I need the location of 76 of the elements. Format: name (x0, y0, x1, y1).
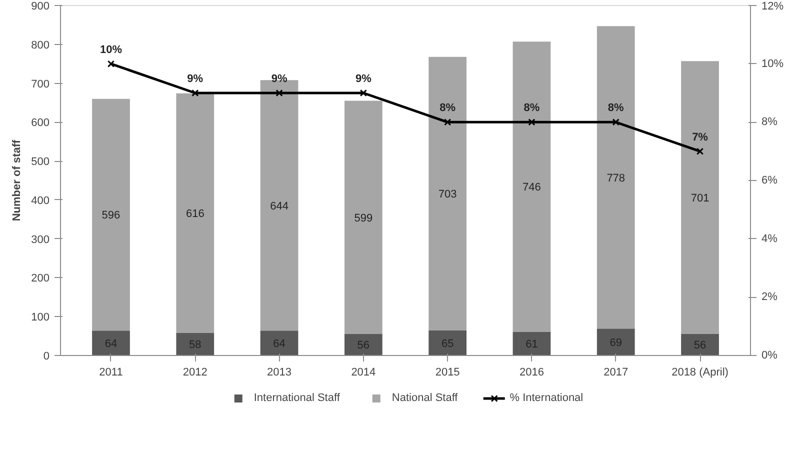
point (444, 118, 452, 126)
data-label: 596 (102, 210, 120, 222)
y-tick-label: 600 (31, 117, 50, 130)
data-label: 599 (354, 212, 373, 224)
x-tick-label: 2014 (351, 366, 376, 378)
data-label: 69 (610, 337, 622, 350)
legend-label: International Staff (254, 392, 340, 404)
bar (176, 332, 214, 356)
bar (681, 334, 719, 356)
x-tick-label: 2015 (435, 366, 460, 378)
bar (344, 100, 382, 334)
data-label: 65 (441, 338, 454, 350)
data-label: 9% (271, 73, 288, 85)
point (612, 118, 620, 126)
data-label: 644 (270, 200, 288, 212)
y2-tick-label: 2% (762, 291, 778, 304)
y-tick-label: 700 (31, 78, 50, 90)
y2-tick-label: 12% (762, 0, 784, 12)
data-label: 9% (355, 73, 372, 85)
data-label: 8% (608, 102, 624, 114)
y-tick-label: 300 (31, 234, 50, 246)
bar (512, 332, 551, 356)
data-label: 56 (357, 340, 370, 352)
x-tick-label: 2018 (April) (672, 366, 728, 378)
data-label: 616 (186, 208, 204, 220)
data-label: 64 (104, 338, 118, 350)
y2-tick-label: 0% (762, 350, 778, 362)
legend-label: % International (510, 392, 584, 404)
bar (92, 98, 130, 331)
bar (344, 334, 382, 356)
y-tick-label: 200 (31, 272, 50, 285)
point (528, 118, 536, 126)
x-tick-label: 2013 (267, 366, 292, 378)
y-tick-label: 0 (43, 350, 50, 362)
y-tick-label: 100 (31, 312, 50, 324)
bar (681, 61, 719, 334)
data-label: 8% (524, 102, 540, 114)
x-tick-label: 2012 (182, 366, 208, 378)
bar (176, 93, 214, 333)
bar (428, 56, 467, 330)
x-tick-label: 2011 (99, 366, 123, 378)
data-label: 56 (694, 340, 706, 352)
data-label: 61 (526, 338, 538, 351)
legend-label: National Staff (392, 392, 458, 404)
y-tick-label: 800 (31, 39, 50, 52)
data-label: 703 (438, 188, 457, 201)
bar (596, 328, 635, 356)
data-label: 701 (690, 192, 710, 204)
y2-tick-label: 4% (762, 232, 778, 245)
bar (428, 330, 467, 356)
x-tick-label: 2017 (604, 366, 628, 378)
point (360, 89, 368, 97)
x-tick-label: 2016 (519, 366, 544, 378)
bar (92, 330, 130, 356)
point (696, 148, 704, 155)
data-label: 746 (522, 182, 541, 194)
y2-tick-label: 10% (762, 58, 784, 70)
data-label: 10% (100, 44, 122, 56)
data-label: 8% (440, 102, 456, 114)
y-axis-title: Number of staff (11, 140, 24, 222)
data-label: 7% (692, 131, 708, 144)
data-label: 9% (187, 73, 204, 85)
data-label: 58 (189, 339, 202, 352)
point (107, 60, 115, 68)
data-label: 64 (273, 338, 286, 350)
point (276, 89, 283, 97)
y-tick-label: 900 (31, 0, 50, 12)
bar (596, 26, 635, 329)
y-tick-label: 400 (31, 194, 50, 207)
y-tick-label: 500 (31, 156, 50, 168)
data-label: 778 (606, 172, 626, 184)
bar (512, 42, 551, 332)
y2-tick-label: 8% (762, 116, 778, 128)
y2-tick-label: 6% (762, 174, 778, 186)
bar (260, 330, 298, 356)
point (192, 89, 199, 97)
